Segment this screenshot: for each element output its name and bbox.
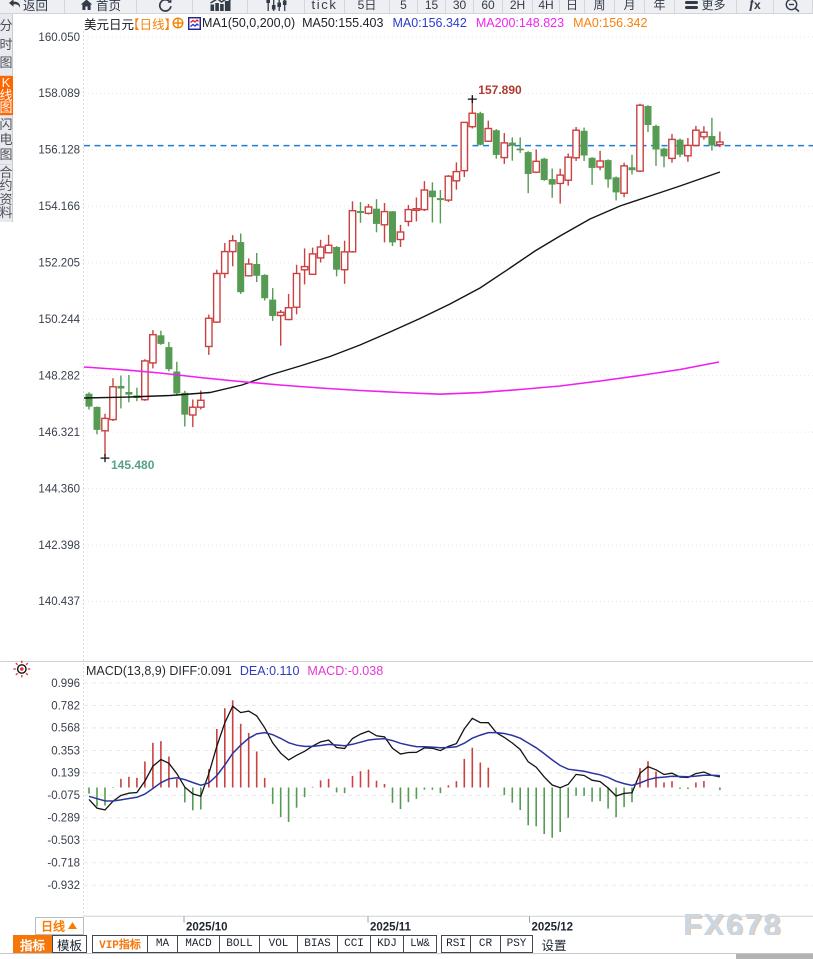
svg-text:152.205: 152.205 [38,258,80,270]
svg-text:-0.075: -0.075 [47,790,80,802]
svg-text:144.360: 144.360 [38,483,80,495]
svg-text:2025/11: 2025/11 [370,922,412,934]
svg-text:-0.718: -0.718 [47,858,80,870]
svg-text:0.568: 0.568 [51,723,80,735]
svg-text:-0.289: -0.289 [47,813,80,825]
svg-text:145.480: 145.480 [111,458,155,472]
svg-text:0.782: 0.782 [51,700,80,712]
svg-text:2025/12: 2025/12 [532,922,574,934]
svg-text:148.282: 148.282 [38,370,80,382]
svg-text:2025/10: 2025/10 [186,922,228,934]
svg-text:154.166: 154.166 [38,201,80,213]
svg-text:0.139: 0.139 [51,768,80,780]
svg-text:150.244: 150.244 [38,314,80,326]
svg-text:146.321: 146.321 [38,427,80,439]
svg-text:-0.932: -0.932 [47,880,80,892]
svg-text:0.353: 0.353 [51,745,80,757]
svg-text:-0.503: -0.503 [47,835,80,847]
svg-text:142.398: 142.398 [38,540,80,552]
svg-text:160.050: 160.050 [38,32,80,44]
svg-text:158.089: 158.089 [38,88,80,100]
svg-text:0.996: 0.996 [51,678,80,690]
svg-text:140.437: 140.437 [38,596,80,608]
svg-text:日线: 日线 [41,919,65,934]
svg-text:156.128: 156.128 [38,145,80,157]
svg-text:157.890: 157.890 [478,83,522,97]
